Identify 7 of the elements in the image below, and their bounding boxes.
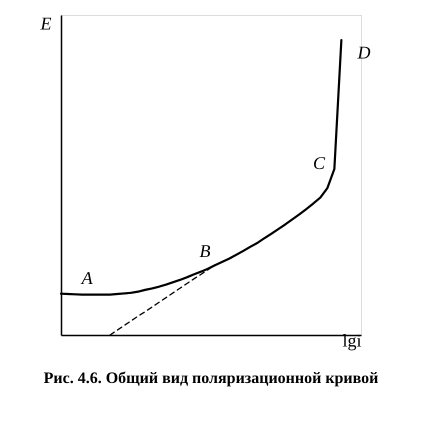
y-axis-title: E (40, 14, 52, 34)
text: Рис. 4.6. Общий вид поляризационной кривой (44, 370, 378, 387)
annotation: B (200, 240, 210, 261)
x-axis-title: lgi (342, 330, 362, 350)
text: D (356, 42, 370, 62)
annotation: C (312, 152, 326, 173)
annotation: A (80, 268, 94, 288)
